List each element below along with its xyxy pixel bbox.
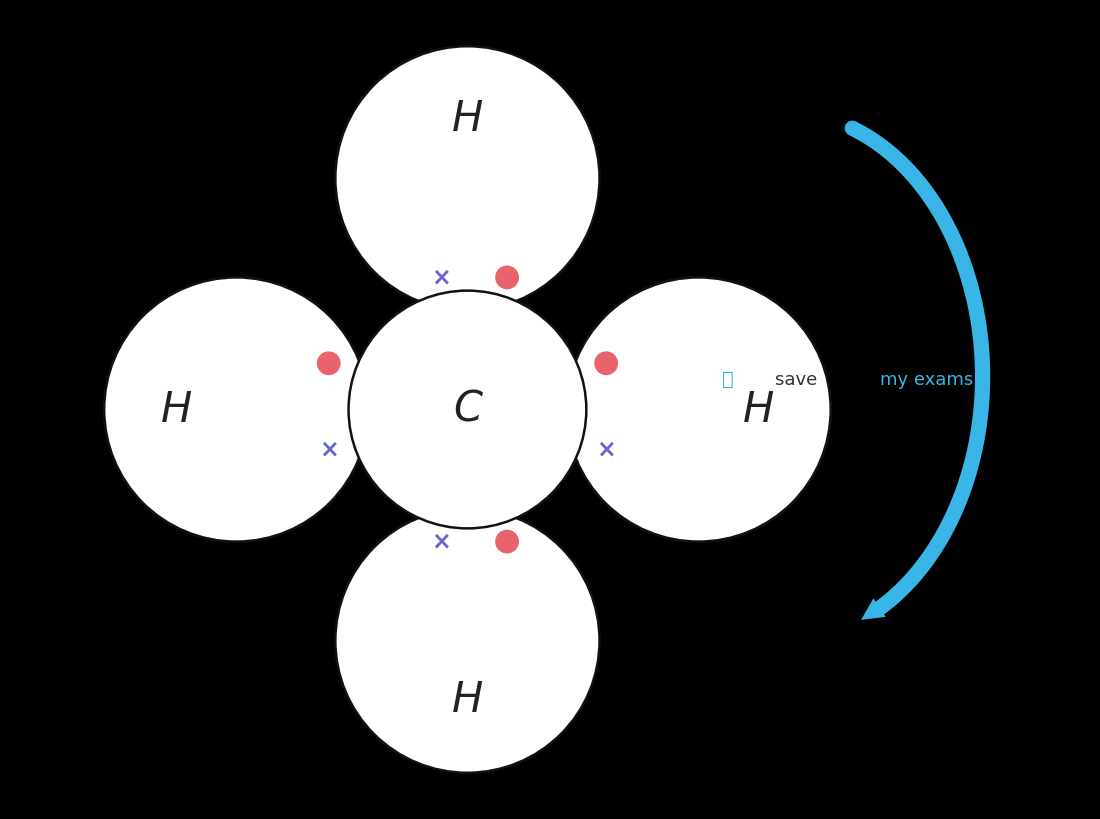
Text: H: H — [162, 388, 192, 431]
Circle shape — [349, 291, 586, 528]
Text: ×: × — [431, 530, 451, 554]
Circle shape — [336, 509, 600, 773]
Text: ⦻: ⦻ — [723, 370, 734, 389]
Circle shape — [594, 351, 618, 375]
Text: ×: × — [596, 437, 616, 461]
Circle shape — [495, 265, 519, 289]
Text: save: save — [774, 371, 823, 389]
Text: H: H — [452, 98, 483, 140]
Circle shape — [336, 46, 600, 310]
Text: my exams: my exams — [880, 371, 974, 389]
Circle shape — [495, 530, 519, 554]
Text: C: C — [453, 388, 482, 431]
Text: ×: × — [431, 265, 451, 289]
Circle shape — [104, 278, 368, 541]
Text: ×: × — [319, 437, 339, 461]
Text: H: H — [452, 679, 483, 721]
Circle shape — [566, 278, 830, 541]
Text: H: H — [742, 388, 773, 431]
Circle shape — [566, 278, 830, 541]
Circle shape — [317, 351, 341, 375]
